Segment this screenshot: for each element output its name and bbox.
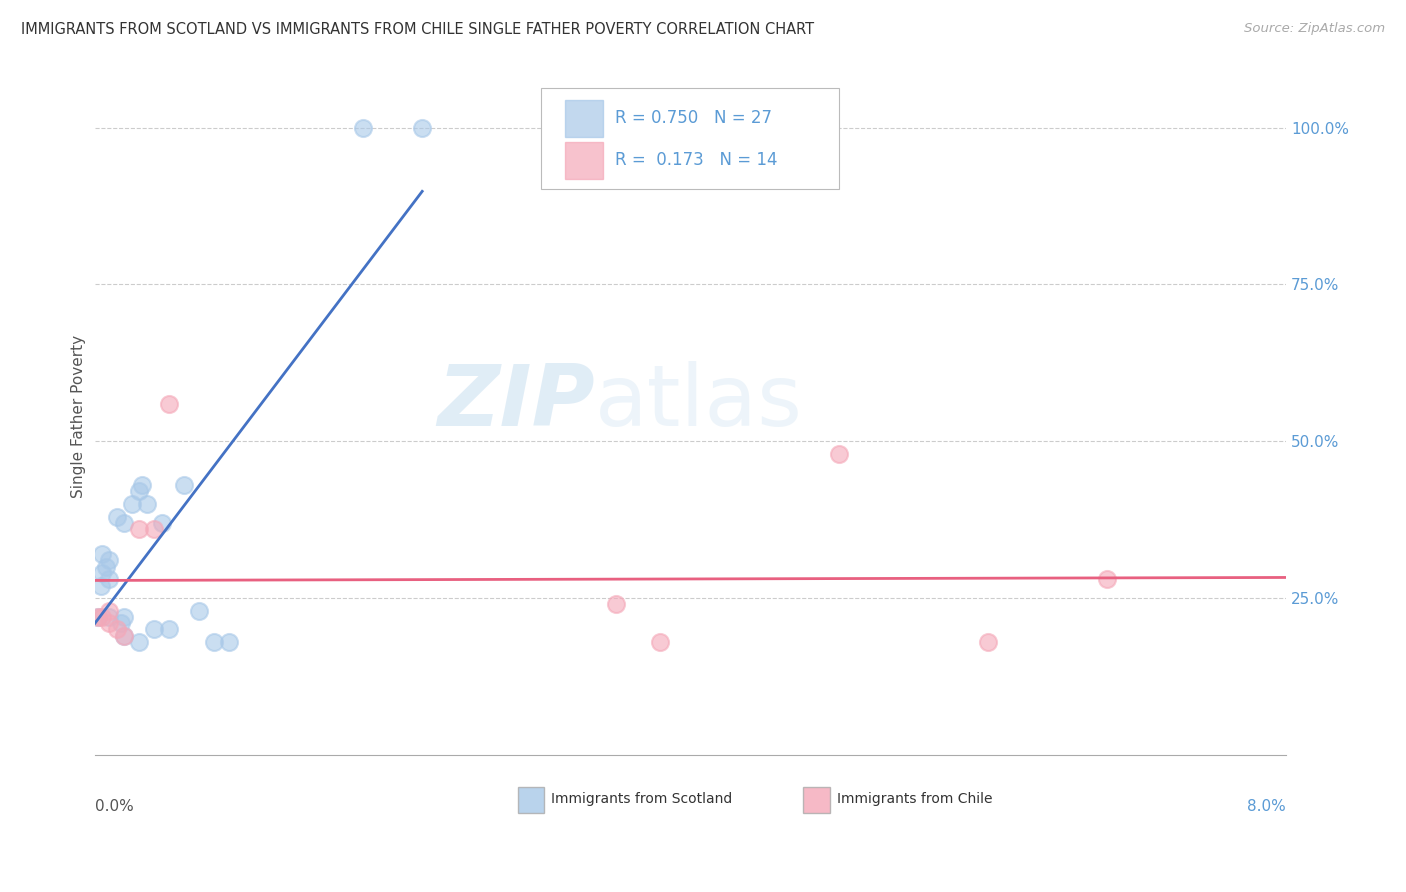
Point xyxy=(150,516,173,530)
Point xyxy=(977,635,1000,649)
Point xyxy=(96,559,118,574)
Point xyxy=(121,497,143,511)
FancyBboxPatch shape xyxy=(517,787,544,813)
Text: R =  0.173   N = 14: R = 0.173 N = 14 xyxy=(616,152,778,169)
Text: IMMIGRANTS FROM SCOTLAND VS IMMIGRANTS FROM CHILE SINGLE FATHER POVERTY CORRELAT: IMMIGRANTS FROM SCOTLAND VS IMMIGRANTS F… xyxy=(21,22,814,37)
FancyBboxPatch shape xyxy=(565,100,603,137)
Point xyxy=(98,616,121,631)
Point xyxy=(98,572,121,586)
Point xyxy=(187,604,209,618)
Point xyxy=(86,610,108,624)
Point xyxy=(86,610,108,624)
Point xyxy=(128,484,150,499)
Point xyxy=(218,635,240,649)
Point xyxy=(157,397,180,411)
Text: 8.0%: 8.0% xyxy=(1247,799,1286,814)
Point xyxy=(605,598,627,612)
Point xyxy=(112,610,135,624)
Point xyxy=(91,547,114,561)
Point xyxy=(112,629,135,643)
Point xyxy=(202,635,225,649)
Text: R = 0.750   N = 27: R = 0.750 N = 27 xyxy=(616,110,772,128)
Point xyxy=(112,629,135,643)
Point xyxy=(110,616,132,631)
Point xyxy=(352,120,374,135)
Point xyxy=(1097,572,1119,586)
Point xyxy=(650,635,672,649)
Point xyxy=(112,516,135,530)
Point xyxy=(157,623,180,637)
Point xyxy=(105,623,128,637)
Y-axis label: Single Father Poverty: Single Father Poverty xyxy=(72,334,86,498)
Point xyxy=(128,522,150,536)
Point xyxy=(143,623,166,637)
Point xyxy=(173,478,195,492)
Point xyxy=(411,120,433,135)
Point xyxy=(128,635,150,649)
FancyBboxPatch shape xyxy=(803,787,830,813)
FancyBboxPatch shape xyxy=(565,142,603,179)
Text: Source: ZipAtlas.com: Source: ZipAtlas.com xyxy=(1244,22,1385,36)
Point xyxy=(828,447,851,461)
Point xyxy=(91,610,114,624)
Point xyxy=(131,478,153,492)
Text: ZIP: ZIP xyxy=(437,361,595,444)
Text: atlas: atlas xyxy=(595,361,803,444)
Text: Immigrants from Scotland: Immigrants from Scotland xyxy=(551,792,733,806)
Text: 0.0%: 0.0% xyxy=(94,799,134,814)
Point xyxy=(143,522,166,536)
Point xyxy=(135,497,157,511)
Text: Immigrants from Chile: Immigrants from Chile xyxy=(837,792,993,806)
Point xyxy=(90,578,112,592)
Point xyxy=(98,610,121,624)
FancyBboxPatch shape xyxy=(541,87,839,189)
Point xyxy=(98,604,121,618)
Point xyxy=(98,553,121,567)
Point xyxy=(91,566,114,580)
Point xyxy=(105,509,128,524)
